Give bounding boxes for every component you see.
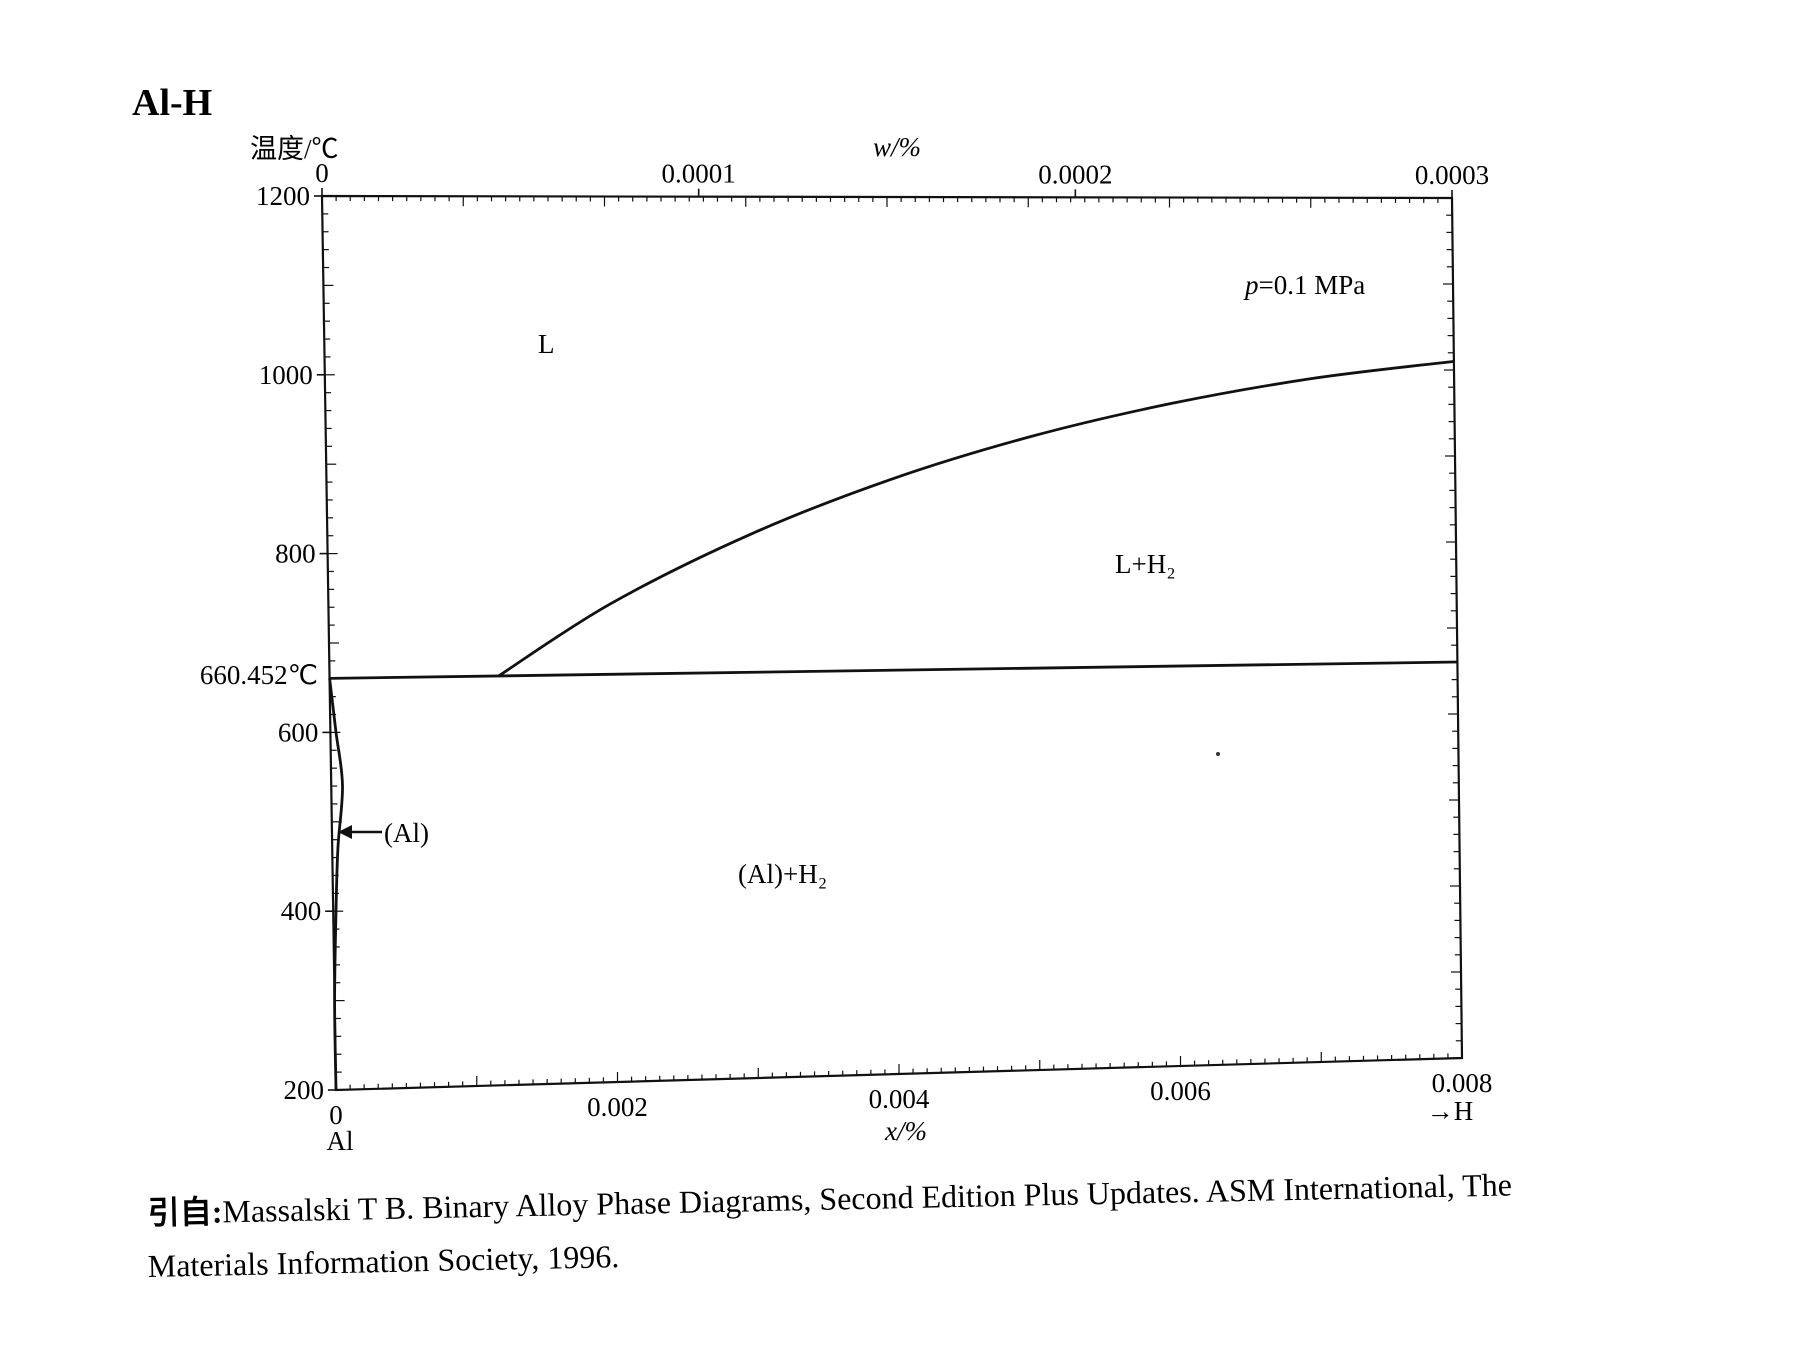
region-label-liquid-h2: L+H₂ — [1115, 549, 1176, 579]
citation-line-1: 引自:Massalski T B. Binary Alloy Phase Dia… — [147, 1166, 1512, 1231]
y-tick-label: 1200 — [256, 181, 310, 211]
y-tick-label: 1000 — [259, 360, 313, 390]
phase-line-eutectic — [329, 660, 1458, 680]
pressure-note: p=0.1 MPa — [1243, 270, 1365, 300]
plot-border — [320, 194, 1464, 1092]
y-axis-ticks: 1200 1000 800 600 400 200 — [256, 181, 336, 1105]
eutectic-temperature-label: 660.452℃ — [200, 660, 318, 690]
solid-solution-annotation: (Al) — [338, 818, 429, 848]
region-label-solid: (Al) — [384, 818, 429, 848]
y-tick-label: 200 — [284, 1075, 325, 1105]
citation-text-1: Massalski T B. Binary Alloy Phase Diagra… — [222, 1166, 1512, 1229]
region-label-liquid: L — [538, 329, 555, 359]
bottom-x-tick-label: 0.004 — [869, 1084, 930, 1114]
plot-frame — [320, 194, 1464, 1092]
right-component-label: →H — [1427, 1096, 1474, 1126]
bottom-x-tick-label: 0.008 — [1432, 1068, 1493, 1098]
region-label-solid-h2: (Al)+H₂ — [738, 859, 827, 889]
y-tick-label: 600 — [278, 717, 319, 747]
phase-line-solvus — [328, 678, 344, 1091]
minor-ticks — [321, 195, 1463, 1091]
left-component-label: Al — [327, 1126, 354, 1156]
top-x-tick-label: 0.0002 — [1038, 159, 1112, 189]
top-x-tick-label: 0.0003 — [1415, 160, 1489, 190]
phase-line-liquidus — [497, 360, 1455, 678]
bottom-x-tick-label: 0 — [329, 1100, 343, 1130]
y-tick-label: 800 — [275, 539, 316, 569]
citation-prefix: 引自: — [147, 1193, 222, 1231]
top-x-axis-label: w/% — [873, 132, 921, 162]
top-x-axis-ticks: 0 0.0001 0.0002 0.0003 — [315, 158, 1489, 198]
bottom-x-tick-label: 0.002 — [587, 1092, 648, 1122]
bottom-x-axis-label: x/% — [884, 1116, 927, 1146]
phase-lines — [328, 360, 1458, 1091]
chart-title: Al-H — [132, 82, 212, 124]
annotation-arrow-head — [338, 825, 352, 839]
bottom-x-axis-ticks: 0 0.002 0.004 0.006 0.008 — [329, 1068, 1492, 1130]
top-x-tick-label: 0 — [315, 158, 329, 188]
scan-speck — [1216, 752, 1220, 756]
y-axis-label: 温度/℃ — [250, 134, 339, 164]
top-x-tick-label: 0.0001 — [662, 159, 736, 189]
y-tick-label: 400 — [281, 896, 322, 926]
citation-line-2: Materials Information Society, 1996. — [147, 1238, 619, 1284]
bottom-x-tick-label: 0.006 — [1150, 1076, 1211, 1106]
